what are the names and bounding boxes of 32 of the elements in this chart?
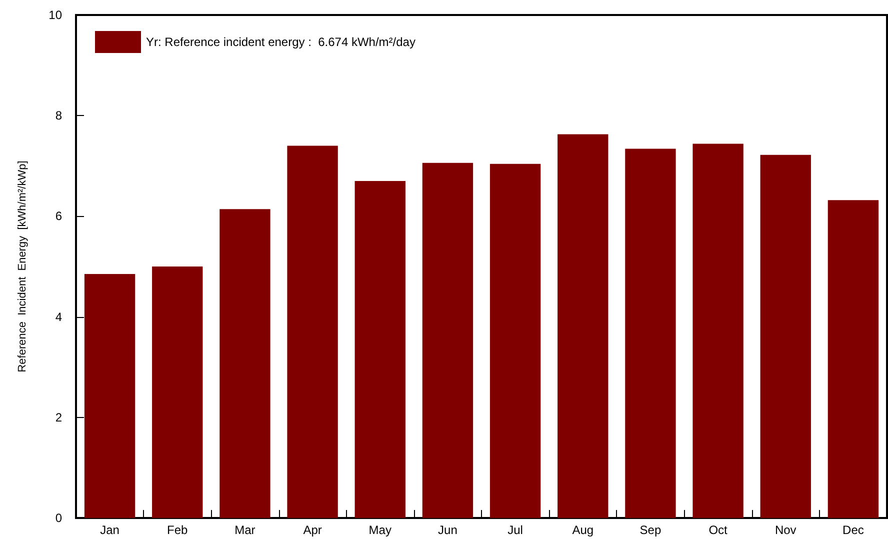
y-tick-label: 10 xyxy=(48,8,62,22)
bar xyxy=(625,148,676,518)
bar xyxy=(760,154,811,518)
x-tick-label: Oct xyxy=(708,523,728,537)
x-tick-label: Nov xyxy=(774,523,796,537)
y-axis-title: Reference Incident Energy [kWh/m²/kWp] xyxy=(16,160,28,372)
x-tick-label: Dec xyxy=(842,523,864,537)
x-tick-label: Mar xyxy=(234,523,256,537)
bar xyxy=(558,134,608,518)
bar xyxy=(422,162,474,518)
x-tick-label: Jun xyxy=(438,523,458,537)
x-tick-label: May xyxy=(368,523,392,537)
bar xyxy=(287,146,338,518)
y-tick-label: 6 xyxy=(55,209,62,224)
x-tick-label: Feb xyxy=(167,523,188,537)
legend-label: Yr: Reference incident energy : 6.674 kWh/m²/day xyxy=(146,35,416,49)
x-tick-label: Jul xyxy=(508,523,523,537)
x-tick-label: Apr xyxy=(303,523,322,537)
bar xyxy=(828,200,879,518)
y-tick-label: 2 xyxy=(55,410,62,424)
x-tick-label: Jan xyxy=(100,523,120,537)
bar xyxy=(354,180,406,518)
y-tick-label: 4 xyxy=(55,310,62,324)
bar xyxy=(490,164,541,518)
bar xyxy=(152,266,203,518)
bar xyxy=(220,209,270,518)
bar xyxy=(84,274,136,518)
y-tick-label: 0 xyxy=(55,511,62,525)
x-tick-label: Aug xyxy=(572,523,594,537)
bar xyxy=(692,144,744,518)
y-tick-label: 8 xyxy=(55,108,62,123)
x-tick-label: Sep xyxy=(640,523,662,537)
